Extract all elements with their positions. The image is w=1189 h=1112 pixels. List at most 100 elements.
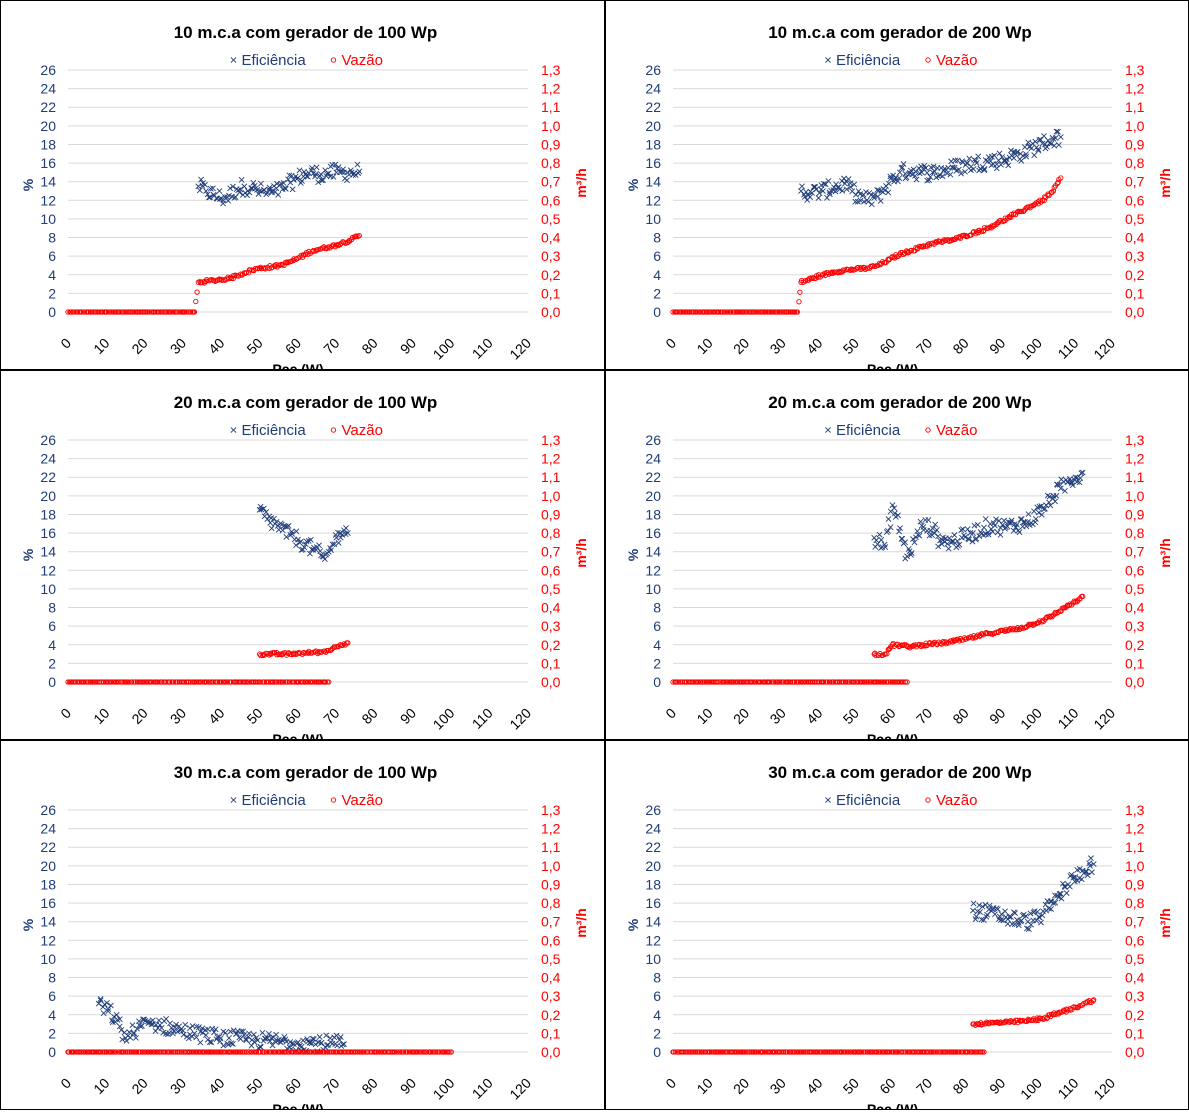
data-point [801,1049,807,1055]
data-point [126,1029,133,1036]
data-point [1007,625,1013,632]
x-tick-label: 80 [949,1075,971,1097]
y-right-tick-label: 1,3 [1125,62,1145,78]
y-left-tick-label: 22 [645,469,661,485]
y-right-tick-label: 1,2 [541,451,561,467]
data-point [913,176,920,183]
data-point [103,999,110,1006]
y-right-tick-label: 0,3 [1125,988,1145,1004]
data-point [174,309,180,315]
data-point [970,1049,976,1055]
data-point [185,679,192,685]
data-point [248,1042,255,1049]
data-point [678,309,684,315]
y-left-tick-label: 14 [40,544,56,560]
y-right-axis-label: m³/h [573,908,589,938]
data-point [970,530,976,536]
data-point [973,633,980,640]
data-point [275,191,282,198]
chart-title: 20 m.c.a com gerador de 100 Wp [174,393,438,412]
data-point [391,1049,398,1055]
data-point [728,309,734,315]
data-point [122,1049,129,1055]
data-point [145,1020,152,1027]
data-point [280,679,287,685]
y-right-tick-label: 1,2 [541,821,561,837]
data-point [970,900,977,907]
data-point [335,164,342,170]
data-point [285,522,292,529]
data-point [941,538,948,545]
data-point [337,242,343,248]
data-point [297,650,303,656]
x-tick-label: 100 [1017,335,1045,363]
data-point [293,1049,299,1055]
data-point [257,651,263,657]
x-tick-label: 30 [767,1075,789,1097]
data-point [210,185,216,192]
data-point [1008,147,1014,154]
data-point [1057,890,1064,897]
x-tick-label: 100 [1017,1075,1045,1103]
x-tick-label: 40 [803,335,825,357]
x-tick-label: 60 [282,705,304,727]
data-point [322,679,329,685]
data-point [109,1019,116,1026]
data-point [1068,871,1075,878]
data-point [964,1049,971,1055]
data-point [929,169,936,176]
data-point [167,679,173,685]
data-point [956,541,963,548]
legend: Eficiência Vazão [825,792,977,809]
data-point [1001,517,1007,524]
data-point [211,1029,218,1036]
data-point [311,1036,317,1043]
data-point [814,1049,821,1055]
data-point [959,526,966,533]
data-point [248,1049,254,1055]
data-point [777,679,783,685]
data-point [857,197,864,204]
data-point [206,194,212,201]
x-tick-label: 70 [913,1075,935,1097]
data-point [985,531,992,538]
chart-svg: 20 m.c.a com gerador de 200 Wp Eficiência… [625,393,1173,739]
data-point [319,245,326,251]
y-right-tick-label: 0,3 [541,618,561,634]
data-point [309,165,316,171]
data-point [983,913,990,920]
data-point [436,1049,442,1055]
y-right-tick-label: 0,7 [1125,914,1145,930]
data-point [816,190,823,196]
data-point [191,309,198,315]
data-point [108,679,114,685]
data-point [792,309,798,315]
data-point [257,679,263,685]
data-point [1047,898,1054,905]
data-point [890,1049,897,1055]
data-point [1051,142,1058,149]
data-point [982,516,989,523]
data-point [206,1039,213,1045]
chart-svg: 10 m.c.a com gerador de 100 Wp Eficiência… [20,23,589,369]
data-point [736,1049,742,1055]
data-point [145,679,151,685]
data-point [118,1027,125,1033]
data-point [433,1049,439,1055]
data-point [113,1049,119,1055]
data-point [926,177,932,184]
data-point [282,185,289,192]
data-point [877,198,884,204]
data-point [895,512,901,519]
data-point [78,309,85,315]
y-right-tick-label: 0,4 [1125,600,1145,616]
data-point [266,265,272,272]
chart-title: 30 m.c.a com gerador de 100 Wp [174,763,438,782]
data-point [843,186,850,193]
data-point [978,1049,984,1055]
data-point [316,542,322,549]
y-right-tick-label: 1,1 [541,839,561,855]
data-point [962,168,968,175]
data-point [681,309,687,315]
data-point [1005,162,1012,169]
